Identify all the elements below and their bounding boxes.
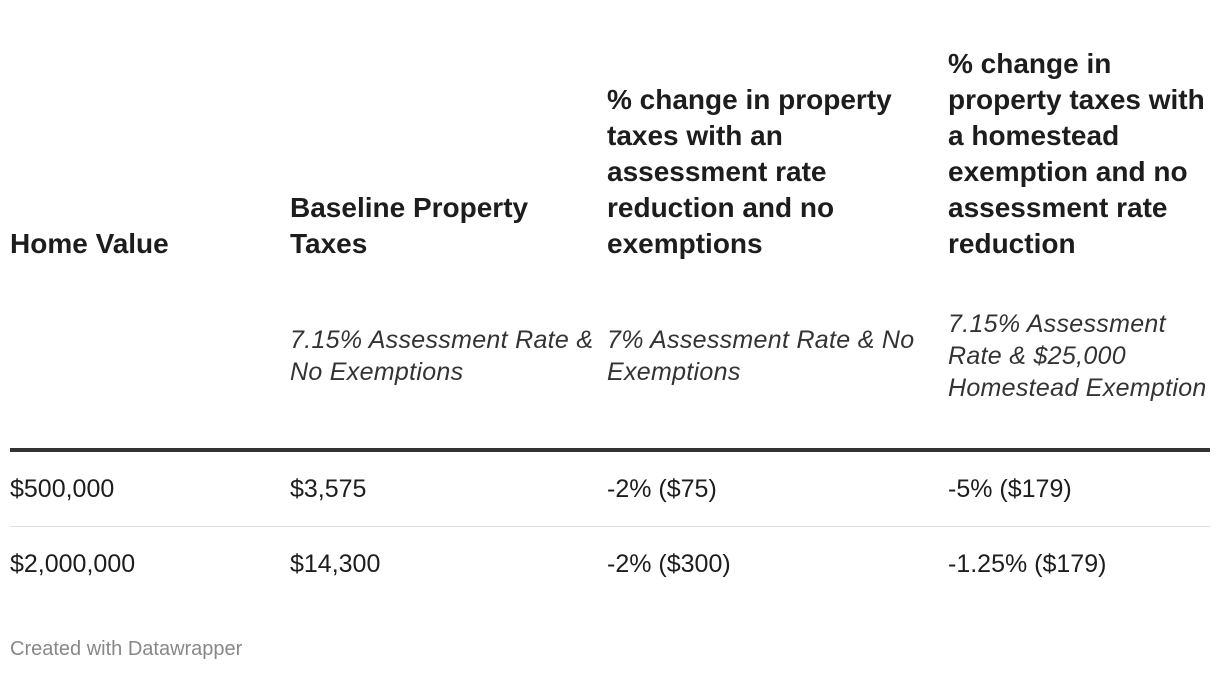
column-header-baseline-taxes: Baseline Property Taxes	[290, 192, 529, 259]
datawrapper-credit: Created with Datawrapper	[10, 638, 243, 660]
table-body: 7.15% Assessment Rate & No Exemptions 7%…	[10, 264, 1210, 601]
cell-home-value: $500,000	[10, 450, 290, 527]
data-table-container: Home Value Baseline Property Taxes % cha…	[10, 0, 1210, 601]
subheader-assessment-rate-reduction: 7% Assessment Rate & No Exemptions	[607, 264, 948, 452]
subheader-baseline-taxes: 7.15% Assessment Rate & No Exemptions	[290, 264, 607, 452]
cell-assessment-rate-reduction: -2% ($75)	[607, 450, 948, 527]
subheader-homestead-exemption: 7.15% Assessment Rate & $25,000 Homestea…	[948, 264, 1210, 452]
cell-homestead-exemption: -5% ($179)	[948, 450, 1210, 527]
cell-assessment-rate-reduction: -2% ($300)	[607, 549, 731, 578]
cell-homestead-exemption: -1.25% ($179)	[948, 549, 1107, 578]
cell-baseline-taxes: $14,300	[290, 549, 381, 578]
column-header-homestead-exemption: % change in property taxes with a homest…	[948, 48, 1205, 259]
table-header: Home Value Baseline Property Taxes % cha…	[10, 0, 1210, 264]
header-row: Home Value Baseline Property Taxes % cha…	[10, 0, 1210, 264]
property-tax-table: Home Value Baseline Property Taxes % cha…	[10, 0, 1210, 601]
subheader-row: 7.15% Assessment Rate & No Exemptions 7%…	[10, 264, 1210, 452]
column-header-assessment-rate-reduction: % change in property taxes with an asses…	[607, 84, 892, 259]
cell-home-value: $2,000,000	[10, 549, 136, 578]
table-row: $500,000 $3,575 -2% ($75) -5% ($179)	[10, 450, 1210, 527]
subheader-home-value	[10, 264, 290, 452]
table-row: $2,000,000 $14,300 -2% ($300) -1.25% ($1…	[10, 527, 1210, 602]
column-header-home-value: Home Value	[10, 228, 169, 259]
cell-baseline-taxes: $3,575	[290, 450, 607, 527]
